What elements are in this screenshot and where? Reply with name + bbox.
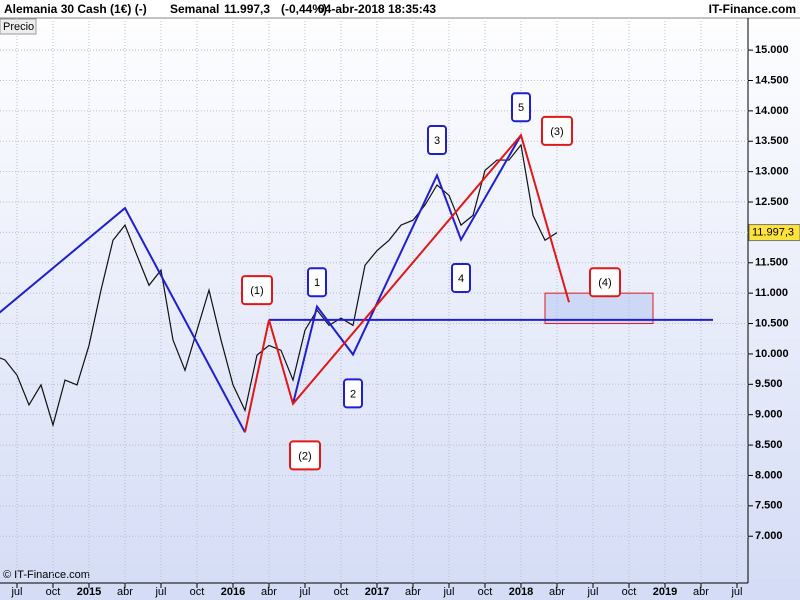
- y-tick-label: 10.500: [755, 317, 789, 329]
- x-tick-label: jul: [154, 586, 166, 598]
- x-tick-label: 2017: [365, 586, 389, 598]
- y-tick-label: 7.000: [755, 530, 783, 542]
- instrument: Alemania 30 Cash (1€) (-): [4, 2, 147, 16]
- x-tick-label: oct: [190, 586, 205, 598]
- header-bar: [0, 0, 800, 18]
- wave-label-box: [241, 275, 273, 306]
- wave-label-box: [289, 440, 321, 471]
- x-tick-label: 2019: [653, 586, 677, 598]
- period: Semanal: [170, 2, 219, 16]
- x-tick-label: jul: [442, 586, 454, 598]
- wave-line: [0, 206, 246, 433]
- plot: [0, 18, 748, 583]
- x-tick-label: jul: [10, 586, 22, 598]
- footer: © IT-Finance.com: [3, 569, 90, 581]
- wave-label-box: [343, 378, 363, 409]
- wave-label: 2: [350, 388, 356, 400]
- wave-label: 5: [518, 102, 524, 114]
- wave-label: (1): [250, 285, 263, 297]
- last-price-tag-label: 11.997,3: [752, 226, 794, 238]
- x-tick-label: 2018: [509, 586, 533, 598]
- last-price-tag: [748, 224, 800, 242]
- y-tick-label: 8.500: [755, 439, 783, 451]
- wave-label: 1: [314, 277, 320, 289]
- y-tick-label: 10.000: [755, 348, 789, 360]
- series-label: Precio: [3, 21, 34, 33]
- wave-label: (3): [550, 126, 563, 138]
- x-tick-label: jul: [586, 586, 598, 598]
- x-tick-label: jul: [298, 586, 310, 598]
- y-tick-label: 11.500: [755, 257, 788, 269]
- x-tick-label: 2015: [77, 586, 101, 598]
- x-tick-label: oct: [46, 586, 61, 598]
- x-tick-label: oct: [622, 586, 637, 598]
- y-tick-label: 13.500: [755, 135, 789, 147]
- series-label-box: [0, 18, 37, 35]
- x-tick-label: abr: [693, 586, 709, 598]
- datetime: 04-abr-2018 18:35:43: [318, 2, 436, 16]
- x-tick-label: jul: [730, 586, 742, 598]
- price-line: [0, 143, 558, 428]
- brand: IT-Finance.com: [709, 2, 796, 16]
- wave-line: [244, 133, 570, 433]
- x-tick-label: abr: [117, 586, 133, 598]
- x-tick-label: oct: [478, 586, 493, 598]
- wave-label: 3: [434, 135, 440, 147]
- y-tick-label: 8.000: [755, 469, 783, 481]
- wave-label-box: [511, 92, 531, 123]
- y-tick-label: 9.500: [755, 378, 783, 390]
- y-tick-label: 13.000: [755, 166, 789, 178]
- y-tick-label: 9.000: [755, 409, 783, 421]
- y-tick-label: 11.000: [755, 287, 788, 299]
- overlay: 7.000 7.500 8.000 8.500 9.000 9.500 10.000 10.5…: [10, 44, 800, 598]
- x-tick-label: abr: [261, 586, 277, 598]
- y-tick-label: 15.000: [755, 44, 789, 56]
- y-tick-label: 14.500: [755, 74, 789, 86]
- wave-label: (4): [598, 277, 611, 289]
- wave-label-box: [541, 115, 573, 146]
- y-tick-label: 7.500: [755, 500, 783, 512]
- wave-line: [292, 134, 522, 404]
- last-price: 11.997,3: [224, 2, 270, 16]
- x-tick-label: abr: [405, 586, 421, 598]
- wave-label-box: [307, 267, 327, 298]
- x-tick-label: abr: [549, 586, 565, 598]
- wave-label-box: [427, 125, 447, 156]
- y-tick-label: 12.500: [755, 196, 789, 208]
- x-tick-label: 2016: [221, 586, 245, 598]
- wave-label: 4: [458, 273, 464, 285]
- change: (-0,44%): [281, 2, 327, 16]
- y-tick-label: 14.000: [755, 105, 789, 117]
- wave-label-box: [451, 262, 471, 293]
- wave-label-box: [589, 267, 621, 298]
- x-tick-label: oct: [334, 586, 349, 598]
- target-zone: [544, 292, 654, 325]
- wave-label: (2): [298, 450, 311, 462]
